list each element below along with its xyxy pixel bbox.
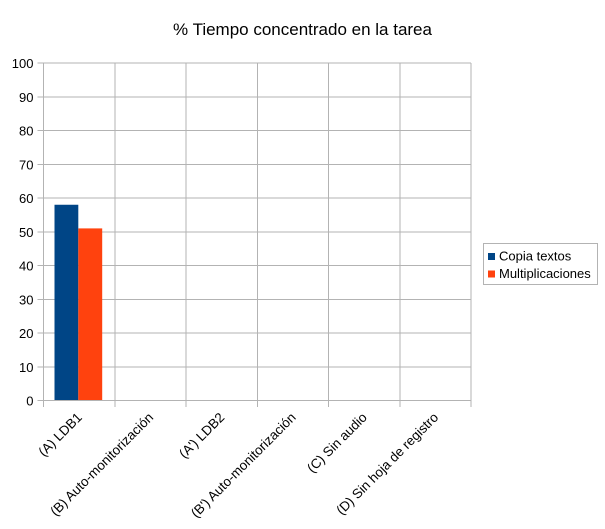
svg-text:Copia textos: Copia textos xyxy=(499,249,572,264)
svg-text:10: 10 xyxy=(19,360,33,375)
svg-text:Multiplicaciones: Multiplicaciones xyxy=(499,266,591,281)
svg-text:60: 60 xyxy=(19,191,33,206)
svg-text:90: 90 xyxy=(19,90,33,105)
svg-text:0: 0 xyxy=(26,394,33,409)
svg-text:80: 80 xyxy=(19,124,33,139)
svg-text:100: 100 xyxy=(12,56,34,71)
svg-text:30: 30 xyxy=(19,292,33,307)
svg-text:40: 40 xyxy=(19,259,33,274)
svg-text:70: 70 xyxy=(19,157,33,172)
svg-text:20: 20 xyxy=(19,326,33,341)
svg-text:50: 50 xyxy=(19,225,33,240)
svg-text:% Tiempo concentrado en la tar: % Tiempo concentrado en la tarea xyxy=(173,20,432,39)
